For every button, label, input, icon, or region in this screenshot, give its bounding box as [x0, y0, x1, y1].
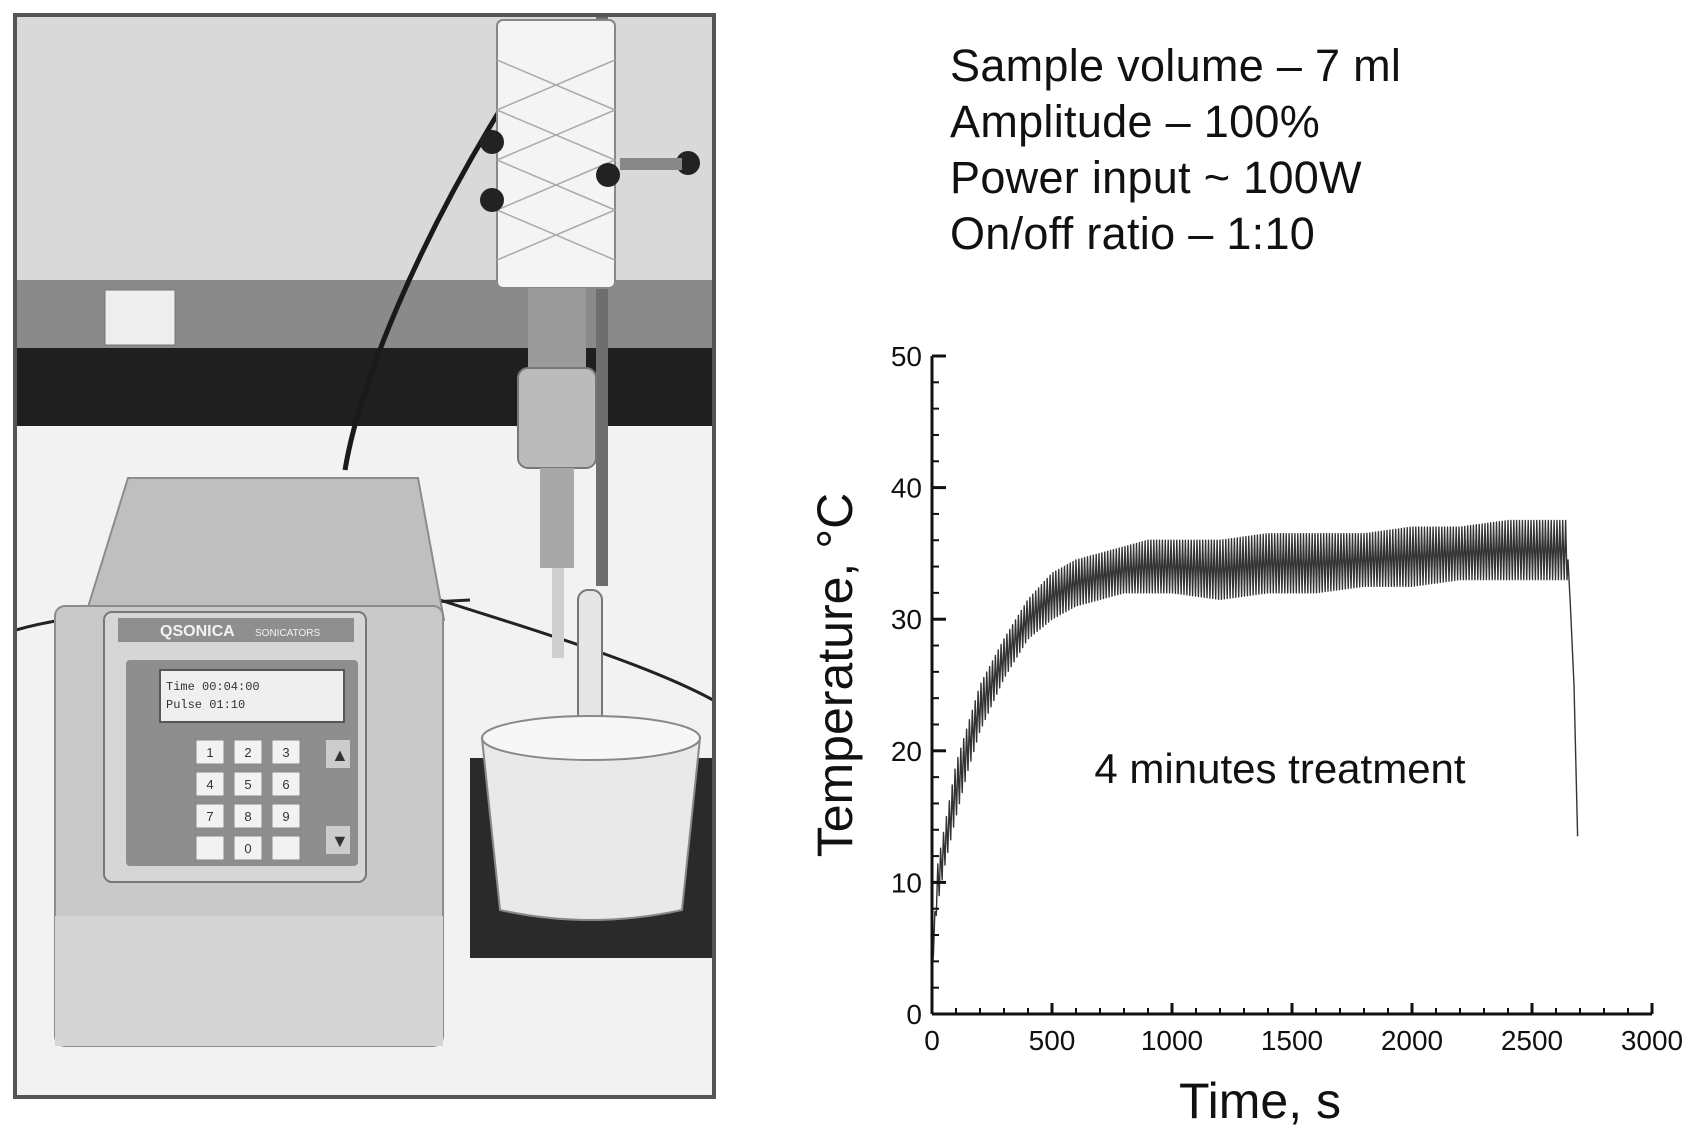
- keypad-key: [271, 771, 301, 797]
- x-axis-label: Time, s: [1179, 1073, 1341, 1129]
- temperature-chart: 0 500 1000 1500 2000 2500 3000 0 10 20 30 40 50 4 mi…: [807, 341, 1683, 1129]
- y-tick-label: 30: [891, 604, 922, 635]
- sonicator-apparatus-photo: QSONICA SONICATORS Time 00:04:00 Pulse 0…: [13, 13, 716, 1099]
- keypad-key: [271, 803, 301, 829]
- x-tick-label: 2000: [1381, 1025, 1443, 1056]
- keypad-key: [233, 739, 263, 765]
- parameter-line: Sample volume – 7 ml: [950, 40, 1402, 91]
- y-tick-label: 0: [906, 999, 922, 1030]
- parameter-line: On/off ratio – 1:10: [950, 208, 1316, 259]
- keypad-key-label: 3: [282, 745, 289, 760]
- x-tick-label: 2500: [1501, 1025, 1563, 1056]
- device-sub: SONICATORS: [255, 628, 321, 639]
- keypad-key-label: 2: [244, 745, 251, 760]
- keypad-key-label: 7: [206, 809, 213, 824]
- arrow-down-key: ▼: [331, 831, 349, 851]
- x-tick-label: 500: [1029, 1025, 1076, 1056]
- keypad-key-label: 6: [282, 777, 289, 792]
- x-tick-label: 1500: [1261, 1025, 1323, 1056]
- y-tick-label: 10: [891, 867, 922, 898]
- keypad-key-label: 8: [244, 809, 251, 824]
- keypad-key: [233, 771, 263, 797]
- chart-annotation: 4 minutes treatment: [1094, 745, 1466, 792]
- display-line-2: Pulse 01:10: [166, 698, 245, 712]
- keypad: 1 2 3 4 5 6 7 8 9 0: [195, 739, 301, 861]
- chart-axes: 0 500 1000 1500 2000 2500 3000 0 10 20 30 40 50: [891, 341, 1683, 1056]
- x-tick-label: 1000: [1141, 1025, 1203, 1056]
- keypad-key: [233, 803, 263, 829]
- keypad-key: [195, 835, 225, 861]
- x-tick-label: 0: [924, 1025, 940, 1056]
- temperature-line: [931, 519, 1579, 975]
- display-line-1: Time 00:04:00: [166, 680, 260, 694]
- y-tick-label: 40: [891, 473, 922, 504]
- parameter-line: Amplitude – 100%: [950, 96, 1321, 147]
- keypad-key: [195, 739, 225, 765]
- y-tick-label: 20: [891, 736, 922, 767]
- keypad-key: [271, 739, 301, 765]
- keypad-key-label: 5: [244, 777, 251, 792]
- series-temperature: [931, 519, 1579, 975]
- keypad-key: [195, 771, 225, 797]
- device-brand: QSONICA: [160, 623, 235, 640]
- keypad-key: [233, 835, 263, 861]
- keypad-key-label: 9: [282, 809, 289, 824]
- parameter-line: Power input ~ 100W: [950, 152, 1362, 203]
- y-tick-label: 50: [891, 341, 922, 372]
- keypad-key-label: 0: [244, 841, 251, 856]
- y-axis-label: Temperature, °C: [807, 493, 863, 858]
- arrow-up-key: ▲: [331, 745, 349, 765]
- keypad-key-label: 1: [206, 745, 213, 760]
- keypad-key-label: 4: [206, 777, 213, 792]
- keypad-key: [195, 803, 225, 829]
- x-tick-label: 3000: [1621, 1025, 1683, 1056]
- keypad-key: [271, 835, 301, 861]
